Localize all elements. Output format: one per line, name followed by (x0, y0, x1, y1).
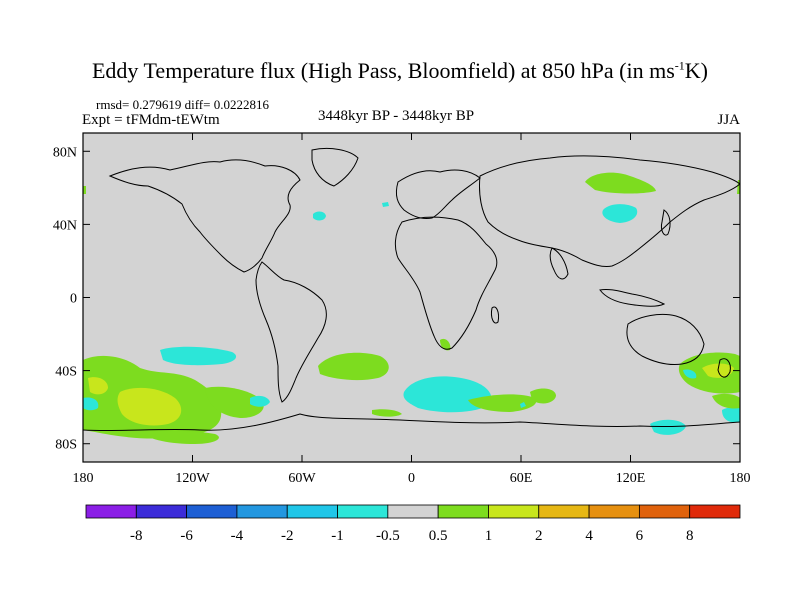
coast-indonesia (599, 289, 666, 307)
colorbar-label: -6 (180, 528, 193, 544)
coast-africa (394, 216, 498, 350)
lon-axis: 180 120W 60W 0 60E 120E 180 (73, 133, 751, 486)
lon-tick-label: 180 (73, 471, 94, 486)
region-south-atlantic (318, 352, 389, 381)
region-antarctic-pacific (650, 419, 686, 435)
region-pacific-neg-west (83, 397, 99, 411)
lon-tick-label: 180 (730, 471, 751, 486)
colorbar-swatch (689, 504, 741, 519)
region-north-atlantic (313, 211, 326, 221)
lon-tick-label: 60W (288, 471, 316, 486)
lon-tick-label: 0 (408, 471, 415, 486)
coast-europe (395, 169, 481, 219)
region-south-pacific-bottom (140, 430, 219, 444)
colorbar-swatch (437, 504, 489, 519)
colorbar-label: -2 (281, 528, 294, 544)
colorbar-label: 1 (485, 528, 493, 544)
colorbar-swatch (286, 504, 338, 519)
region-south-pacific-neg (160, 346, 237, 366)
lat-tick-label: 40N (53, 218, 77, 233)
coast-south-america (255, 261, 327, 403)
coast-greenland (311, 147, 359, 187)
colorbar-swatch (135, 504, 188, 519)
region-south-pacific-tail (205, 386, 264, 418)
region-south-indian-pos (468, 394, 537, 412)
region-east-asia (602, 204, 638, 223)
colorbar-swatch (186, 504, 238, 519)
colorbar-label: -4 (231, 528, 244, 544)
colorbar-label: 6 (636, 528, 644, 544)
colorbar-swatch (538, 504, 590, 519)
colorbar-label: -1 (331, 528, 344, 544)
region-pacific-neg-small (250, 395, 270, 407)
region-indian-pos-east (530, 388, 556, 404)
region-europe-dot (382, 202, 389, 207)
coast-new-zealand (717, 358, 731, 378)
colorbar-swatch (588, 504, 640, 519)
coast-madagascar (491, 306, 499, 324)
lon-tick-label: 60E (510, 471, 533, 486)
coast-antarctica (83, 413, 740, 432)
lat-tick-label: 80N (53, 145, 77, 160)
colorbar-label: 0.5 (429, 528, 448, 544)
region-tasman-neg (683, 369, 697, 379)
coast-asia (479, 155, 740, 267)
coastlines (83, 147, 740, 432)
region-indian-pos-west (372, 409, 402, 417)
plot-title: Eddy Temperature flux (High Pass, Bloomf… (91, 58, 708, 83)
region-south-pacific-west-inner (88, 377, 108, 395)
colorbar-label: -8 (130, 528, 143, 544)
colorbar-label: -0.5 (376, 528, 400, 544)
region-indian-neg-small (520, 402, 526, 408)
colorbar-swatch (337, 504, 389, 519)
colorbar-swatch (387, 504, 439, 519)
region-southeast-neg (722, 406, 740, 423)
coast-australia (626, 313, 705, 365)
colorbar-swatch (488, 504, 540, 519)
lon-tick-label: 120W (175, 471, 210, 486)
lat-tick-label: 40S (55, 365, 77, 380)
season-label: JJA (717, 112, 740, 128)
region-north-asia (585, 172, 656, 194)
colorbar-swatch (236, 504, 288, 519)
coast-india (549, 247, 569, 280)
lat-axis: 80N 40N 0 40S 80S (53, 145, 740, 453)
region-far-west-pos (83, 186, 86, 194)
colorbar: -8 -6 -4 -2 -1 -0.5 0.5 1 2 4 6 8 (85, 504, 741, 544)
lat-tick-label: 0 (70, 292, 77, 307)
colorbar-swatch (85, 504, 137, 519)
lon-tick-label: 120E (616, 471, 646, 486)
period-label: 3448kyr BP - 3448kyr BP (318, 108, 475, 124)
colorbar-label: 2 (535, 528, 543, 544)
colorbar-label: 4 (585, 528, 593, 544)
experiment-label: Expt = tFMdm-tEWtm (82, 112, 220, 128)
colorbar-label: 8 (686, 528, 694, 544)
coast-north-america (108, 159, 301, 273)
region-south-indian-neg (403, 376, 492, 413)
stats-label: rmsd= 0.279619 diff= 0.0222816 (96, 97, 269, 112)
lat-tick-label: 80S (55, 438, 77, 453)
coast-japan (661, 209, 671, 236)
region-south-pacific-center (117, 387, 182, 426)
colorbar-swatch (638, 504, 691, 519)
region-southeast-pos (712, 393, 740, 409)
flux-shading (83, 172, 740, 444)
